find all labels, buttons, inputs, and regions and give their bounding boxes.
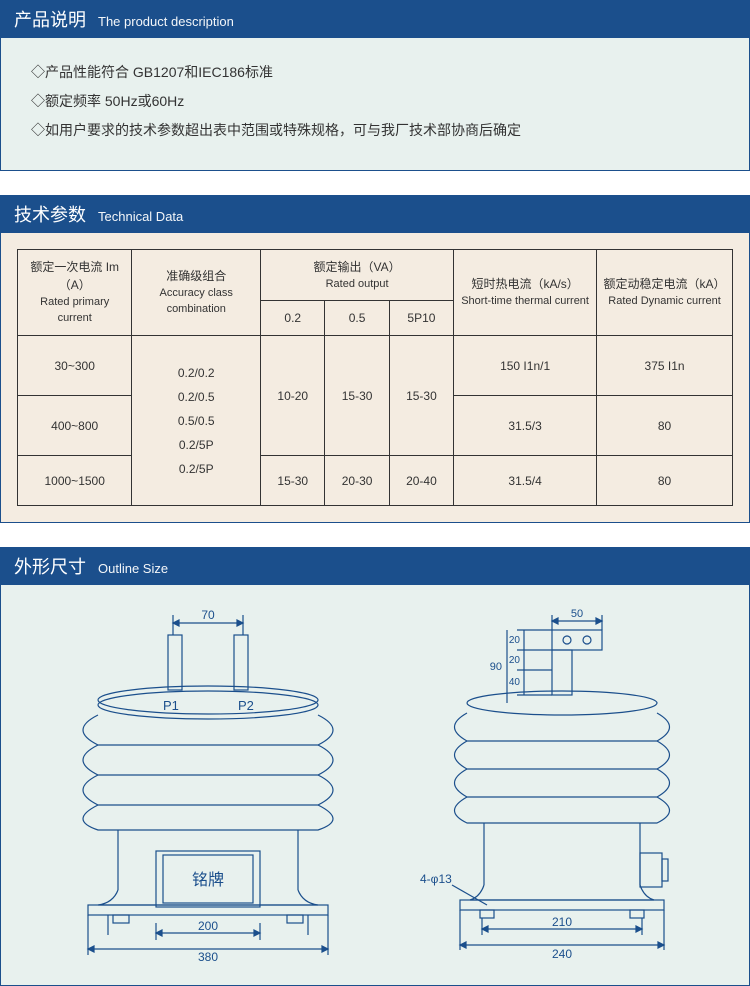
svg-text:90: 90 bbox=[490, 661, 502, 673]
section-header-outline: 外形尺寸 Outline Size bbox=[0, 547, 750, 585]
section-header-description: 产品说明 The product description bbox=[0, 0, 750, 38]
svg-text:20: 20 bbox=[509, 635, 521, 646]
th-primary: 额定一次电流 Im（A） Rated primary current bbox=[18, 249, 132, 336]
cell-out5p: 15-30 bbox=[389, 336, 453, 456]
outline-panel: 70 P1 P2 铭牌 bbox=[0, 585, 750, 986]
svg-text:P2: P2 bbox=[238, 698, 254, 713]
cell-primary: 30~300 bbox=[18, 336, 132, 396]
technical-table: 额定一次电流 Im（A） Rated primary current 准确级组合… bbox=[17, 249, 733, 507]
header-zh: 产品说明 bbox=[14, 6, 86, 32]
table-row: 1000~1500 15-30 20-30 20-40 31.5/4 80 bbox=[18, 456, 733, 506]
cell-thermal: 31.5/4 bbox=[454, 456, 597, 506]
technical-panel: 额定一次电流 Im（A） Rated primary current 准确级组合… bbox=[0, 233, 750, 524]
header-zh: 外形尺寸 bbox=[14, 553, 86, 579]
th-out-sub: 0.2 bbox=[261, 301, 325, 336]
cell-dynamic: 80 bbox=[597, 456, 733, 506]
cell-dynamic: 80 bbox=[597, 396, 733, 456]
table-row: 30~300 0.2/0.2 0.2/0.5 0.5/0.5 0.2/5P 0.… bbox=[18, 336, 733, 396]
th-out-sub: 5P10 bbox=[389, 301, 453, 336]
cell-dynamic: 375 I1n bbox=[597, 336, 733, 396]
svg-text:210: 210 bbox=[552, 915, 572, 929]
svg-text:40: 40 bbox=[509, 677, 521, 688]
th-dynamic: 额定动稳定电流（kA） Rated Dynamic current bbox=[597, 249, 733, 336]
cell-out02: 15-30 bbox=[261, 456, 325, 506]
header-zh: 技术参数 bbox=[14, 201, 86, 227]
desc-line: ◇产品性能符合 GB1207和IEC186标准 bbox=[31, 60, 719, 85]
th-out-sub: 0.5 bbox=[325, 301, 389, 336]
th-accuracy: 准确级组合 Accuracy class combination bbox=[132, 249, 261, 336]
svg-text:20: 20 bbox=[509, 655, 521, 666]
cell-accuracy: 0.2/0.2 0.2/0.5 0.5/0.5 0.2/5P 0.2/5P bbox=[132, 336, 261, 506]
cell-primary: 1000~1500 bbox=[18, 456, 132, 506]
svg-text:铭牌: 铭牌 bbox=[192, 871, 224, 889]
section-header-technical: 技术参数 Technical Data bbox=[0, 195, 750, 233]
header-en: The product description bbox=[98, 14, 234, 29]
cell-out05: 15-30 bbox=[325, 336, 389, 456]
svg-text:380: 380 bbox=[198, 950, 218, 964]
desc-line: ◇如用户要求的技术参数超出表中范围或特殊规格，可与我厂技术部协商后确定 bbox=[31, 118, 719, 143]
svg-text:4-φ13: 4-φ13 bbox=[420, 872, 452, 886]
cell-out02: 10-20 bbox=[261, 336, 325, 456]
cell-out5p: 20-40 bbox=[389, 456, 453, 506]
svg-text:200: 200 bbox=[198, 919, 218, 933]
front-view-drawing: 70 P1 P2 铭牌 bbox=[38, 605, 378, 965]
description-panel: ◇产品性能符合 GB1207和IEC186标准 ◇额定频率 50Hz或60Hz … bbox=[0, 38, 750, 171]
cell-primary: 400~800 bbox=[18, 396, 132, 456]
header-en: Technical Data bbox=[98, 209, 183, 224]
desc-line: ◇额定频率 50Hz或60Hz bbox=[31, 89, 719, 114]
svg-text:50: 50 bbox=[571, 608, 583, 620]
cell-out05: 20-30 bbox=[325, 456, 389, 506]
cell-thermal: 31.5/3 bbox=[454, 396, 597, 456]
svg-text:70: 70 bbox=[201, 608, 215, 622]
th-thermal: 短时热电流（kA/s） Short-time thermal current bbox=[454, 249, 597, 336]
svg-text:240: 240 bbox=[552, 947, 572, 961]
th-output: 额定输出（VA） Rated output bbox=[261, 249, 454, 301]
cell-thermal: 150 I1n/1 bbox=[454, 336, 597, 396]
side-view-drawing: 50 20 20 40 90 bbox=[412, 605, 712, 965]
svg-text:P1: P1 bbox=[163, 698, 179, 713]
header-en: Outline Size bbox=[98, 561, 168, 576]
